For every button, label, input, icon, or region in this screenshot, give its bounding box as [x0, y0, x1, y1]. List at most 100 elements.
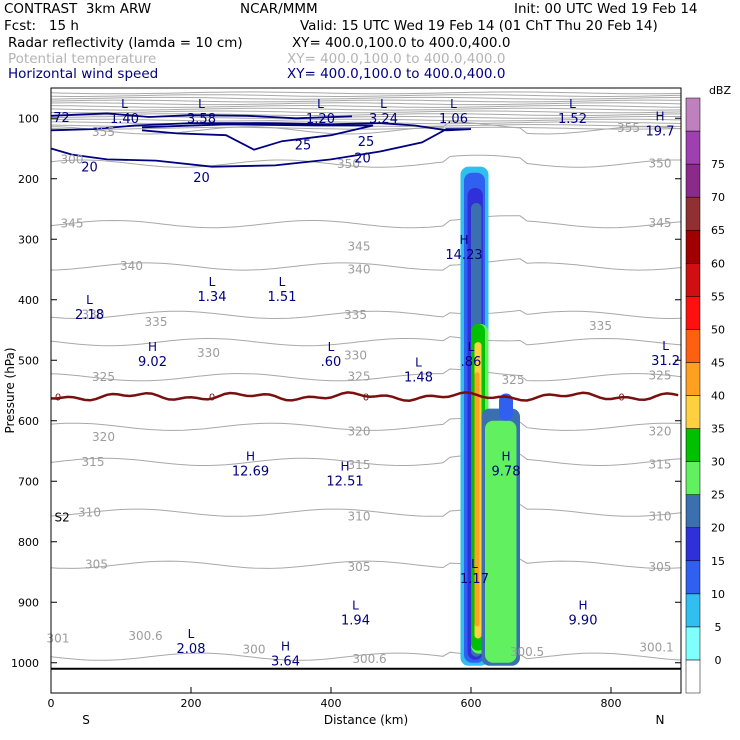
theta-label: 320 [348, 425, 371, 439]
theta-contour-350 [50, 154, 681, 168]
theta-label: 310 [348, 509, 371, 523]
colorbar-unit: dBZ [709, 84, 732, 97]
extremum-marker: L [380, 97, 387, 111]
theta-contours [50, 91, 682, 661]
colorbar-tick-label: 70 [711, 191, 725, 204]
freezing-line-label: 0 [55, 393, 61, 404]
colorbar-tick-label: 30 [711, 456, 725, 469]
dbz-colorbar: dBZ 0 5 10 15 20 25 30 35 40 45 50 55 60 65 70 75 [685, 84, 732, 694]
colorbar-swatch [685, 97, 701, 132]
reflectivity-cell [485, 420, 517, 663]
theta-label: 315 [649, 457, 672, 471]
colorbar-tick-label: 45 [711, 356, 725, 369]
theta-contour-330 [50, 336, 682, 347]
colorbar-swatch [685, 626, 701, 661]
extremum-value: 9.78 [492, 465, 521, 480]
colorbar-swatch [685, 263, 701, 297]
institution-label: NCAR/MMM [240, 1, 318, 17]
theta-label: 340 [120, 259, 143, 273]
extremum-marker: L [569, 97, 576, 111]
theta-label: 300.6 [128, 629, 162, 643]
freezing-line-label: 0 [209, 393, 215, 404]
theta-contour-upper [50, 96, 682, 100]
extremum-value: 1.34 [198, 290, 227, 305]
theta-contour-upper [50, 104, 682, 108]
colorbar-swatch [685, 560, 701, 595]
theta-label: 300 [61, 152, 84, 166]
extremum-value: 19.7 [646, 125, 675, 140]
extremum-marker: L [86, 293, 93, 307]
extremum-value: 3.24 [369, 112, 398, 127]
field-wind-name: Horizontal wind speed [8, 66, 159, 82]
freezing-line-label: 0 [363, 393, 369, 404]
theta-label: 330 [197, 346, 220, 360]
extremum-value: 1.06 [439, 112, 468, 127]
theta-contour-upper [50, 102, 682, 106]
x-tick-label: 200 [181, 697, 202, 710]
wind-contours [50, 112, 472, 168]
extremum-value: 31.2 [651, 354, 680, 369]
extremum-value: 1.20 [306, 112, 335, 127]
extremum-value: .86 [461, 355, 482, 370]
extremum-marker: L [468, 340, 475, 354]
extremum-marker: L [450, 97, 457, 111]
theta-label: 325 [92, 370, 115, 384]
model-title: CONTRAST 3km ARW [4, 1, 152, 17]
extremum-marker: H [501, 450, 510, 464]
theta-label: 335 [344, 308, 367, 322]
y-tick-label: 700 [18, 475, 39, 488]
theta-contour-325 [50, 368, 682, 382]
theta-contour-upper [51, 113, 682, 116]
extremum-value: 1.51 [268, 290, 297, 305]
colorbar-swatch [685, 296, 701, 330]
colorbar-tick-label: 65 [711, 224, 725, 237]
colorbar-swatch [685, 395, 701, 429]
extremum-marker: L [209, 275, 216, 289]
extremum-marker: H [655, 110, 664, 124]
theta-label: 335 [145, 315, 168, 329]
theta-label: 300.1 [639, 641, 673, 655]
extremum-marker: L [471, 557, 478, 571]
theta-contour-340 [50, 258, 682, 271]
extremum-value: 12.51 [326, 474, 363, 489]
init-time: Init: 00 UTC Wed 19 Feb 14 [514, 1, 698, 17]
theta-label: 320 [92, 430, 115, 444]
colorbar-swatch [685, 428, 701, 462]
side-label: S2 [55, 511, 70, 525]
colorbar-swatch [685, 329, 701, 363]
y-tick-label: 600 [18, 415, 39, 428]
theta-label: 310 [78, 506, 101, 520]
theta-contour-upper [50, 118, 682, 122]
y-tick-label: 100 [18, 112, 39, 125]
colorbar-tick-label: 20 [711, 522, 725, 535]
colorbar-swatch [685, 130, 701, 165]
theta-contour-upper [50, 94, 682, 97]
reflectivity-cell [499, 393, 513, 421]
y-tick-label: 400 [18, 294, 39, 307]
wind-label: 20 [81, 161, 98, 176]
theta-label: 305 [649, 560, 672, 574]
theta-label: 355 [617, 121, 640, 135]
theta-label: 325 [348, 370, 371, 384]
theta-contour-355 [50, 121, 682, 135]
theta-label: 310 [649, 509, 672, 523]
theta-label: 305 [348, 560, 371, 574]
theta-contour-335 [50, 309, 682, 320]
theta-label: 305 [85, 558, 108, 572]
theta-contour-upper [50, 91, 682, 95]
extremum-marker: L [121, 97, 128, 111]
x-tick-label: 0 [48, 697, 55, 710]
theta-label: 335 [589, 319, 612, 333]
extremum-value: 12.69 [232, 465, 269, 480]
y-tick-label: 800 [18, 536, 39, 549]
extremum-value: 3.58 [187, 112, 216, 127]
theta-contour-upper [50, 107, 682, 111]
extremum-value: .60 [321, 355, 342, 370]
theta-contour-upper [50, 126, 682, 130]
wind-contour-line [50, 112, 353, 120]
extremum-marker: H [148, 340, 157, 354]
field-theta-name: Potential temperature [8, 51, 157, 67]
reflectivity-cells [460, 166, 520, 666]
wind-label: 72 [53, 111, 70, 126]
theta-label: 315 [348, 458, 371, 472]
